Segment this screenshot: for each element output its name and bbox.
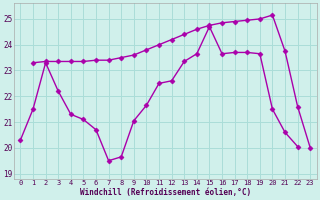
- X-axis label: Windchill (Refroidissement éolien,°C): Windchill (Refroidissement éolien,°C): [80, 188, 251, 197]
